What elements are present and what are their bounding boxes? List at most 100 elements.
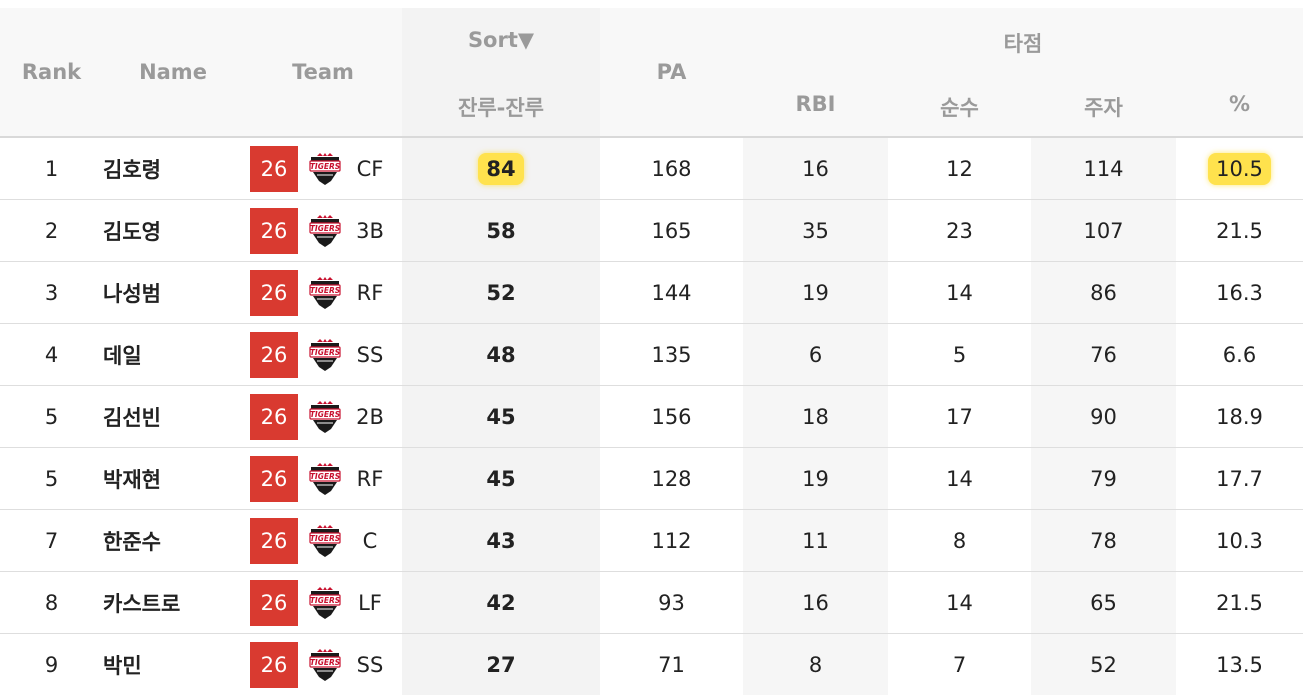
sort-value: 42 xyxy=(402,572,600,633)
rank-cell: 5 xyxy=(44,466,59,491)
rank-cell: 8 xyxy=(44,590,59,615)
rbi-value: 11 xyxy=(743,510,888,571)
position: RF xyxy=(356,466,384,491)
rbi-value: 16 xyxy=(743,572,888,633)
tigers-logo-icon: TIGERS xyxy=(309,524,341,557)
team-number-badge: 26 xyxy=(250,517,298,564)
player-name[interactable]: 나성범 xyxy=(103,281,161,306)
pa-value: 144 xyxy=(651,280,692,305)
player-name[interactable]: 카스트로 xyxy=(103,591,181,616)
pct-value: 17.7 xyxy=(1216,466,1263,491)
player-name[interactable]: 데일 xyxy=(103,343,142,368)
svg-text:TIGERS: TIGERS xyxy=(310,224,340,233)
pa-value: 168 xyxy=(651,156,692,181)
team-cell: 26 TIGERS SS xyxy=(243,634,403,695)
tigers-logo-icon: TIGERS xyxy=(309,152,341,185)
pure-value: 14 xyxy=(946,590,973,615)
header-sort[interactable]: Sort▼ xyxy=(467,28,535,52)
rank-cell: 9 xyxy=(44,652,59,677)
table-row[interactable]: 4 데일 26 TIGERS SS 48 135 6 5 76 6.6 xyxy=(0,324,1303,386)
rank-cell: 1 xyxy=(44,156,59,181)
header-rbi[interactable]: RBI xyxy=(795,92,836,116)
pure-value: 7 xyxy=(952,652,967,677)
team-cell: 26 TIGERS RF xyxy=(243,448,403,509)
team-cell: 26 TIGERS 2B xyxy=(243,386,403,447)
tigers-logo-icon: TIGERS xyxy=(309,586,341,619)
team-cell: 26 TIGERS CF xyxy=(243,138,403,199)
header-pure[interactable]: 순수 xyxy=(940,96,979,120)
header-rank[interactable]: Rank xyxy=(21,60,82,84)
svg-text:TIGERS: TIGERS xyxy=(310,596,340,605)
table-row[interactable]: 5 박재현 26 TIGERS RF 45 128 19 14 79 17.7 xyxy=(0,448,1303,510)
header-pct[interactable]: % xyxy=(1228,92,1251,116)
pct-value: 10.5 xyxy=(1176,138,1303,199)
runners-value: 114 xyxy=(1031,138,1176,199)
table-row[interactable]: 5 김선빈 26 TIGERS 2B 45 156 18 17 90 18.9 xyxy=(0,386,1303,448)
svg-text:TIGERS: TIGERS xyxy=(310,162,340,171)
pa-value: 165 xyxy=(651,218,692,243)
tigers-logo-icon: TIGERS xyxy=(309,338,341,371)
position: 2B xyxy=(356,404,384,429)
pct-value: 21.5 xyxy=(1216,590,1263,615)
header-pa[interactable]: PA xyxy=(656,60,687,84)
table-row[interactable]: 1 김호령 26 TIGERS CF 84 168 16 12 114 10.5 xyxy=(0,138,1303,200)
pa-value: 128 xyxy=(651,466,692,491)
table-row[interactable]: 7 한준수 26 TIGERS C 43 112 11 8 78 10.3 xyxy=(0,510,1303,572)
team-number-badge: 26 xyxy=(250,393,298,440)
rbi-value: 6 xyxy=(743,324,888,385)
team-number-badge: 26 xyxy=(250,207,298,254)
team-cell: 26 TIGERS SS xyxy=(243,324,403,385)
table-body: 1 김호령 26 TIGERS CF 84 168 16 12 114 10.5… xyxy=(0,138,1303,696)
position: RF xyxy=(356,280,384,305)
table-row[interactable]: 8 카스트로 26 TIGERS LF 42 93 16 14 65 21.5 xyxy=(0,572,1303,634)
rank-cell: 2 xyxy=(44,218,59,243)
header-name[interactable]: Name xyxy=(139,60,207,84)
team-cell: 26 TIGERS LF xyxy=(243,572,403,633)
team-number-badge: 26 xyxy=(250,331,298,378)
team-number-badge: 26 xyxy=(250,145,298,192)
position: SS xyxy=(356,652,384,677)
player-name[interactable]: 박민 xyxy=(103,653,142,678)
tigers-logo-icon: TIGERS xyxy=(309,462,341,495)
pct-value: 16.3 xyxy=(1216,280,1263,305)
header-sort-sub[interactable]: 잔루-잔루 xyxy=(458,96,544,120)
table-header: Rank Name Team Sort▼ 잔루-잔루 PA 타점 RBI 순수 … xyxy=(0,8,1303,138)
header-runners[interactable]: 주자 xyxy=(1084,96,1123,120)
sort-column-shade xyxy=(402,8,600,136)
table-row[interactable]: 3 나성범 26 TIGERS RF 52 144 19 14 86 16.3 xyxy=(0,262,1303,324)
pa-value: 112 xyxy=(651,528,692,553)
svg-text:TIGERS: TIGERS xyxy=(310,410,340,419)
tigers-logo-icon: TIGERS xyxy=(309,400,341,433)
header-team[interactable]: Team xyxy=(292,60,354,84)
player-name[interactable]: 김도영 xyxy=(103,219,161,244)
table-row[interactable]: 9 박민 26 TIGERS SS 27 71 8 7 52 13.5 xyxy=(0,634,1303,696)
player-name[interactable]: 김선빈 xyxy=(103,405,161,430)
runners-value: 76 xyxy=(1031,324,1176,385)
rank-cell: 7 xyxy=(44,528,59,553)
pct-value: 13.5 xyxy=(1216,652,1263,677)
rank-cell: 5 xyxy=(44,404,59,429)
svg-text:TIGERS: TIGERS xyxy=(310,286,340,295)
player-name[interactable]: 한준수 xyxy=(103,529,161,554)
team-cell: 26 TIGERS C xyxy=(243,510,403,571)
position: C xyxy=(362,528,378,553)
player-name[interactable]: 김호령 xyxy=(103,157,161,182)
pure-value: 12 xyxy=(946,156,973,181)
rbi-value: 16 xyxy=(743,138,888,199)
table-row[interactable]: 2 김도영 26 TIGERS 3B 58 165 35 23 107 21.5 xyxy=(0,200,1303,262)
position: 3B xyxy=(356,218,384,243)
runners-value: 107 xyxy=(1031,200,1176,261)
runners-value: 78 xyxy=(1031,510,1176,571)
runners-value: 79 xyxy=(1031,448,1176,509)
team-number-badge: 26 xyxy=(250,641,298,688)
pct-value: 6.6 xyxy=(1222,342,1257,367)
rank-cell: 4 xyxy=(44,342,59,367)
header-group-rbi: 타점 xyxy=(1003,32,1043,56)
player-name[interactable]: 박재현 xyxy=(103,467,161,492)
sort-value: 84 xyxy=(402,138,600,199)
pa-value: 93 xyxy=(658,590,685,615)
stats-table: Rank Name Team Sort▼ 잔루-잔루 PA 타점 RBI 순수 … xyxy=(0,8,1303,696)
team-cell: 26 TIGERS RF xyxy=(243,262,403,323)
position: LF xyxy=(358,590,382,615)
sort-value: 45 xyxy=(402,448,600,509)
